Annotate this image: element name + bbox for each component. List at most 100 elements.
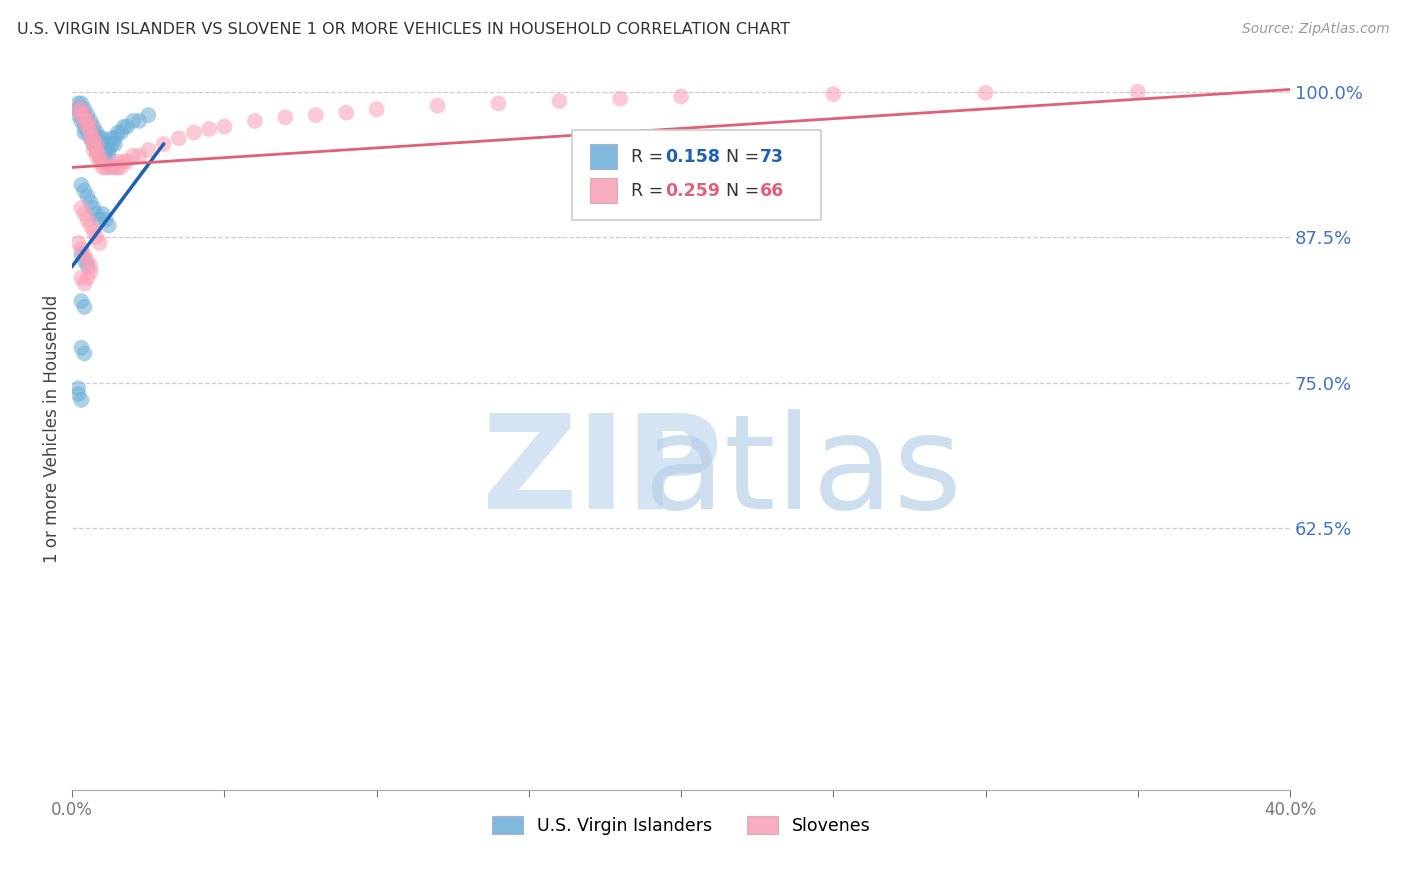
Point: [79, 120, 101, 134]
Point: [70, 102, 93, 116]
Point: [89, 235, 111, 250]
Point: [70, 96, 93, 111]
Point: [67, 102, 90, 116]
Point: [73, 207, 96, 221]
Point: [86, 131, 108, 145]
Point: [83, 131, 105, 145]
Point: [79, 120, 101, 134]
Point: [97, 137, 120, 152]
Point: [94, 137, 117, 152]
Text: R =: R =: [631, 182, 669, 200]
Bar: [589, 178, 617, 203]
Point: [274, 111, 297, 125]
Point: [974, 86, 997, 100]
Text: N =: N =: [725, 182, 765, 200]
Text: R =: R =: [631, 148, 669, 166]
Point: [128, 113, 150, 128]
Point: [83, 143, 105, 157]
Y-axis label: 1 or more Vehicles in Household: 1 or more Vehicles in Household: [44, 295, 60, 563]
Point: [101, 131, 124, 145]
Point: [73, 253, 96, 268]
Point: [101, 137, 124, 152]
Point: [104, 131, 127, 145]
Point: [67, 108, 90, 122]
Point: [76, 108, 98, 122]
Text: 66: 66: [761, 182, 785, 200]
Point: [73, 300, 96, 314]
Point: [97, 149, 120, 163]
Point: [91, 207, 114, 221]
Point: [426, 99, 449, 113]
Point: [122, 113, 145, 128]
Point: [214, 120, 236, 134]
Point: [167, 131, 190, 145]
Point: [152, 137, 174, 152]
Point: [91, 149, 114, 163]
Text: U.S. VIRGIN ISLANDER VS SLOVENE 1 OR MORE VEHICLES IN HOUSEHOLD CORRELATION CHAR: U.S. VIRGIN ISLANDER VS SLOVENE 1 OR MOR…: [17, 22, 790, 37]
Point: [73, 108, 96, 122]
Point: [70, 392, 93, 407]
Point: [73, 277, 96, 291]
Point: [609, 92, 631, 106]
Point: [366, 102, 388, 116]
Point: [70, 242, 93, 256]
Point: [76, 259, 98, 273]
Point: [70, 178, 93, 192]
Point: [89, 149, 111, 163]
Point: [89, 154, 111, 169]
Point: [138, 143, 160, 157]
Point: [243, 113, 266, 128]
Text: 73: 73: [761, 148, 785, 166]
Point: [107, 161, 129, 175]
FancyBboxPatch shape: [571, 130, 821, 220]
Point: [94, 161, 117, 175]
Point: [107, 154, 129, 169]
Point: [183, 126, 205, 140]
Point: [107, 126, 129, 140]
Point: [83, 126, 105, 140]
Point: [83, 137, 105, 152]
Point: [91, 143, 114, 157]
Point: [138, 108, 160, 122]
Point: [89, 137, 111, 152]
Point: [73, 120, 96, 134]
Point: [86, 207, 108, 221]
Point: [67, 96, 90, 111]
Point: [94, 143, 117, 157]
Point: [305, 108, 328, 122]
Point: [110, 126, 132, 140]
Point: [67, 102, 90, 116]
Point: [91, 131, 114, 145]
Point: [83, 137, 105, 152]
Point: [76, 113, 98, 128]
Point: [73, 113, 96, 128]
Point: [488, 96, 510, 111]
Point: [86, 143, 108, 157]
Point: [79, 131, 101, 145]
Text: ZIP: ZIP: [481, 409, 723, 536]
Point: [73, 184, 96, 198]
Point: [823, 87, 845, 101]
Point: [79, 126, 101, 140]
Point: [67, 235, 90, 250]
Point: [70, 108, 93, 122]
Text: Source: ZipAtlas.com: Source: ZipAtlas.com: [1241, 22, 1389, 37]
Point: [89, 143, 111, 157]
Point: [97, 161, 120, 175]
Legend: U.S. Virgin Islanders, Slovenes: U.S. Virgin Islanders, Slovenes: [492, 816, 870, 835]
Point: [76, 189, 98, 203]
Point: [101, 161, 124, 175]
Point: [112, 120, 135, 134]
Point: [97, 219, 120, 233]
Point: [70, 247, 93, 261]
Point: [1126, 85, 1149, 99]
Point: [73, 346, 96, 360]
Point: [76, 113, 98, 128]
Point: [128, 149, 150, 163]
Point: [94, 149, 117, 163]
Point: [669, 89, 692, 103]
Bar: [589, 145, 617, 169]
Point: [70, 108, 93, 122]
Text: 0.259: 0.259: [665, 182, 720, 200]
Point: [97, 143, 120, 157]
